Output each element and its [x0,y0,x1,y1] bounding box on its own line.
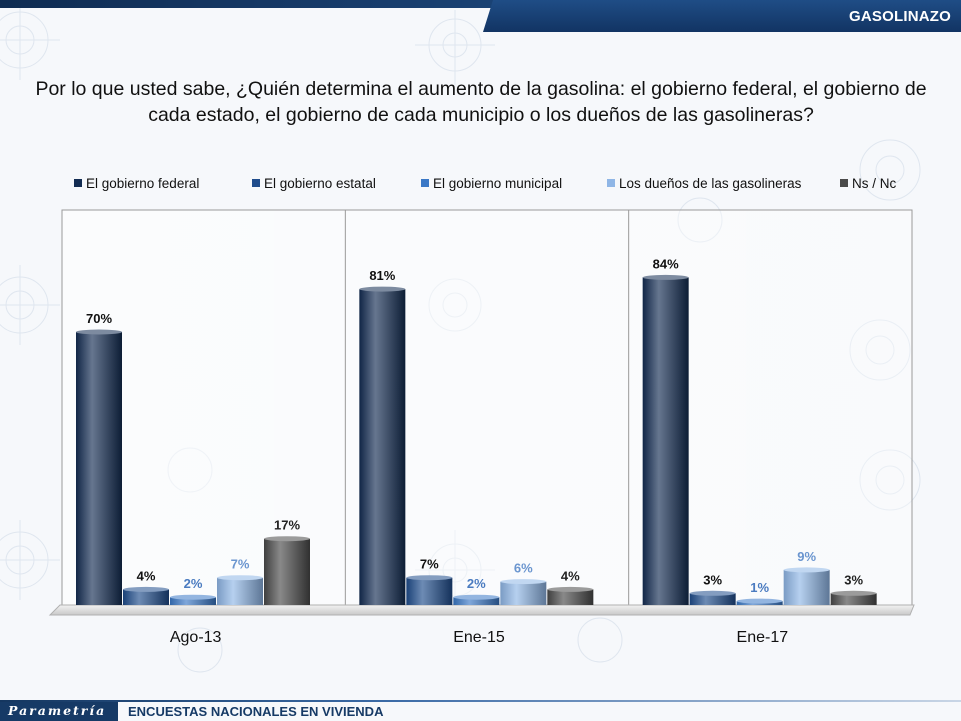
bar-top [783,567,830,573]
legend-item-estatal: El gobierno estatal [252,176,376,191]
legend-label-nsnc: Ns / Nc [852,176,897,191]
data-label: 81% [369,268,395,283]
footer-logo: Parametría [0,702,118,721]
bar-los-due-os-de-las-gasolineras-ago-13 [217,575,263,605]
bar-body [217,577,263,605]
bar-top [170,594,216,600]
legend-swatch-municipal [421,179,429,187]
legend-label-duenos: Los dueños de las gasolineras [619,176,802,191]
legend-item-nsnc: Ns / Nc [840,176,896,191]
footer-rule [0,700,961,702]
bar-top [830,590,877,596]
legend-label-municipal: El gobierno municipal [433,176,563,191]
data-label: 84% [653,256,679,271]
bar-el-gobierno-federal-ago-13 [76,329,122,605]
bar-top [406,575,453,581]
data-label: 2% [467,576,486,591]
bar-top [642,274,689,280]
category-label: Ene-15 [453,629,505,646]
bar-ns-nc-ago-13 [264,536,310,605]
legend-item-municipal: El gobierno municipal [421,176,562,191]
data-label: 9% [797,549,816,564]
bar-top [547,586,594,592]
question-title: Por lo que usted sabe, ¿Quién determina … [35,78,927,126]
bar-el-gobierno-federal-ene-15 [359,286,406,605]
bar-los-due-os-de-las-gasolineras-ene-17 [783,567,830,605]
bar-body [642,277,689,605]
data-label: 4% [137,568,156,583]
bar-body [170,597,216,605]
bar-top [264,536,310,542]
data-label: 70% [86,311,112,326]
bar-body [830,593,877,605]
legend-swatch-duenos [607,179,615,187]
bar-top [76,329,122,335]
data-label: 3% [703,572,722,587]
legend-swatch-federal [74,179,82,187]
bar-ns-nc-ene-17 [830,590,877,605]
bar-el-gobierno-municipal-ene-15 [453,594,500,605]
bar-top [359,286,406,292]
bar-top [123,586,169,592]
bar-body [123,589,169,605]
bar-body [264,538,310,605]
bar-body [406,577,453,605]
legend-label-federal: El gobierno federal [86,176,200,191]
footer-logo-text: Parametría [8,703,107,718]
bar-top [689,590,736,596]
footer-label: ENCUESTAS NACIONALES EN VIVIENDA [128,704,384,719]
bar-el-gobierno-municipal-ene-17 [736,598,783,605]
section-tab: GASOLINAZO [483,0,961,32]
bar-body [689,593,736,605]
bar-el-gobierno-federal-ene-17 [642,274,689,605]
legend-item-duenos: Los dueños de las gasolineras [607,176,801,191]
data-label: 6% [514,561,533,576]
section-label: GASOLINAZO [849,8,951,25]
bar-top [500,579,547,585]
bar-el-gobierno-estatal-ene-17 [689,590,736,605]
data-label: 3% [844,572,863,587]
top-bar [0,0,961,8]
category-label: Ene-17 [737,629,789,646]
data-label: 7% [420,557,439,572]
legend-swatch-estatal [252,179,260,187]
data-label: 1% [750,580,769,595]
plot-area [61,209,913,606]
bar-los-due-os-de-las-gasolineras-ene-15 [500,579,547,605]
footer: Parametría ENCUESTAS NACIONALES EN VIVIE… [0,700,961,721]
data-label: 7% [231,557,250,572]
chart-floor [48,604,915,616]
bar-el-gobierno-municipal-ago-13 [170,594,216,605]
bar-body [547,589,594,605]
chart-legend: El gobierno federal El gobierno estatal … [74,176,924,194]
bar-ns-nc-ene-15 [547,586,594,605]
bar-top [453,594,500,600]
bar-el-gobierno-estatal-ene-15 [406,575,453,605]
bar-body [76,332,122,605]
bar-body [500,581,547,605]
data-label: 2% [184,576,203,591]
bar-body [359,289,406,605]
bar-body [453,597,500,605]
data-label: 17% [274,518,300,533]
bar-top [217,575,263,581]
legend-label-estatal: El gobierno estatal [264,176,376,191]
bar-el-gobierno-estatal-ago-13 [123,586,169,605]
legend-item-federal: El gobierno federal [74,176,199,191]
bar-body [783,569,830,605]
data-label: 4% [561,568,580,583]
bar-top [736,598,783,604]
legend-swatch-nsnc [840,179,848,187]
category-label: Ago-13 [170,629,222,646]
